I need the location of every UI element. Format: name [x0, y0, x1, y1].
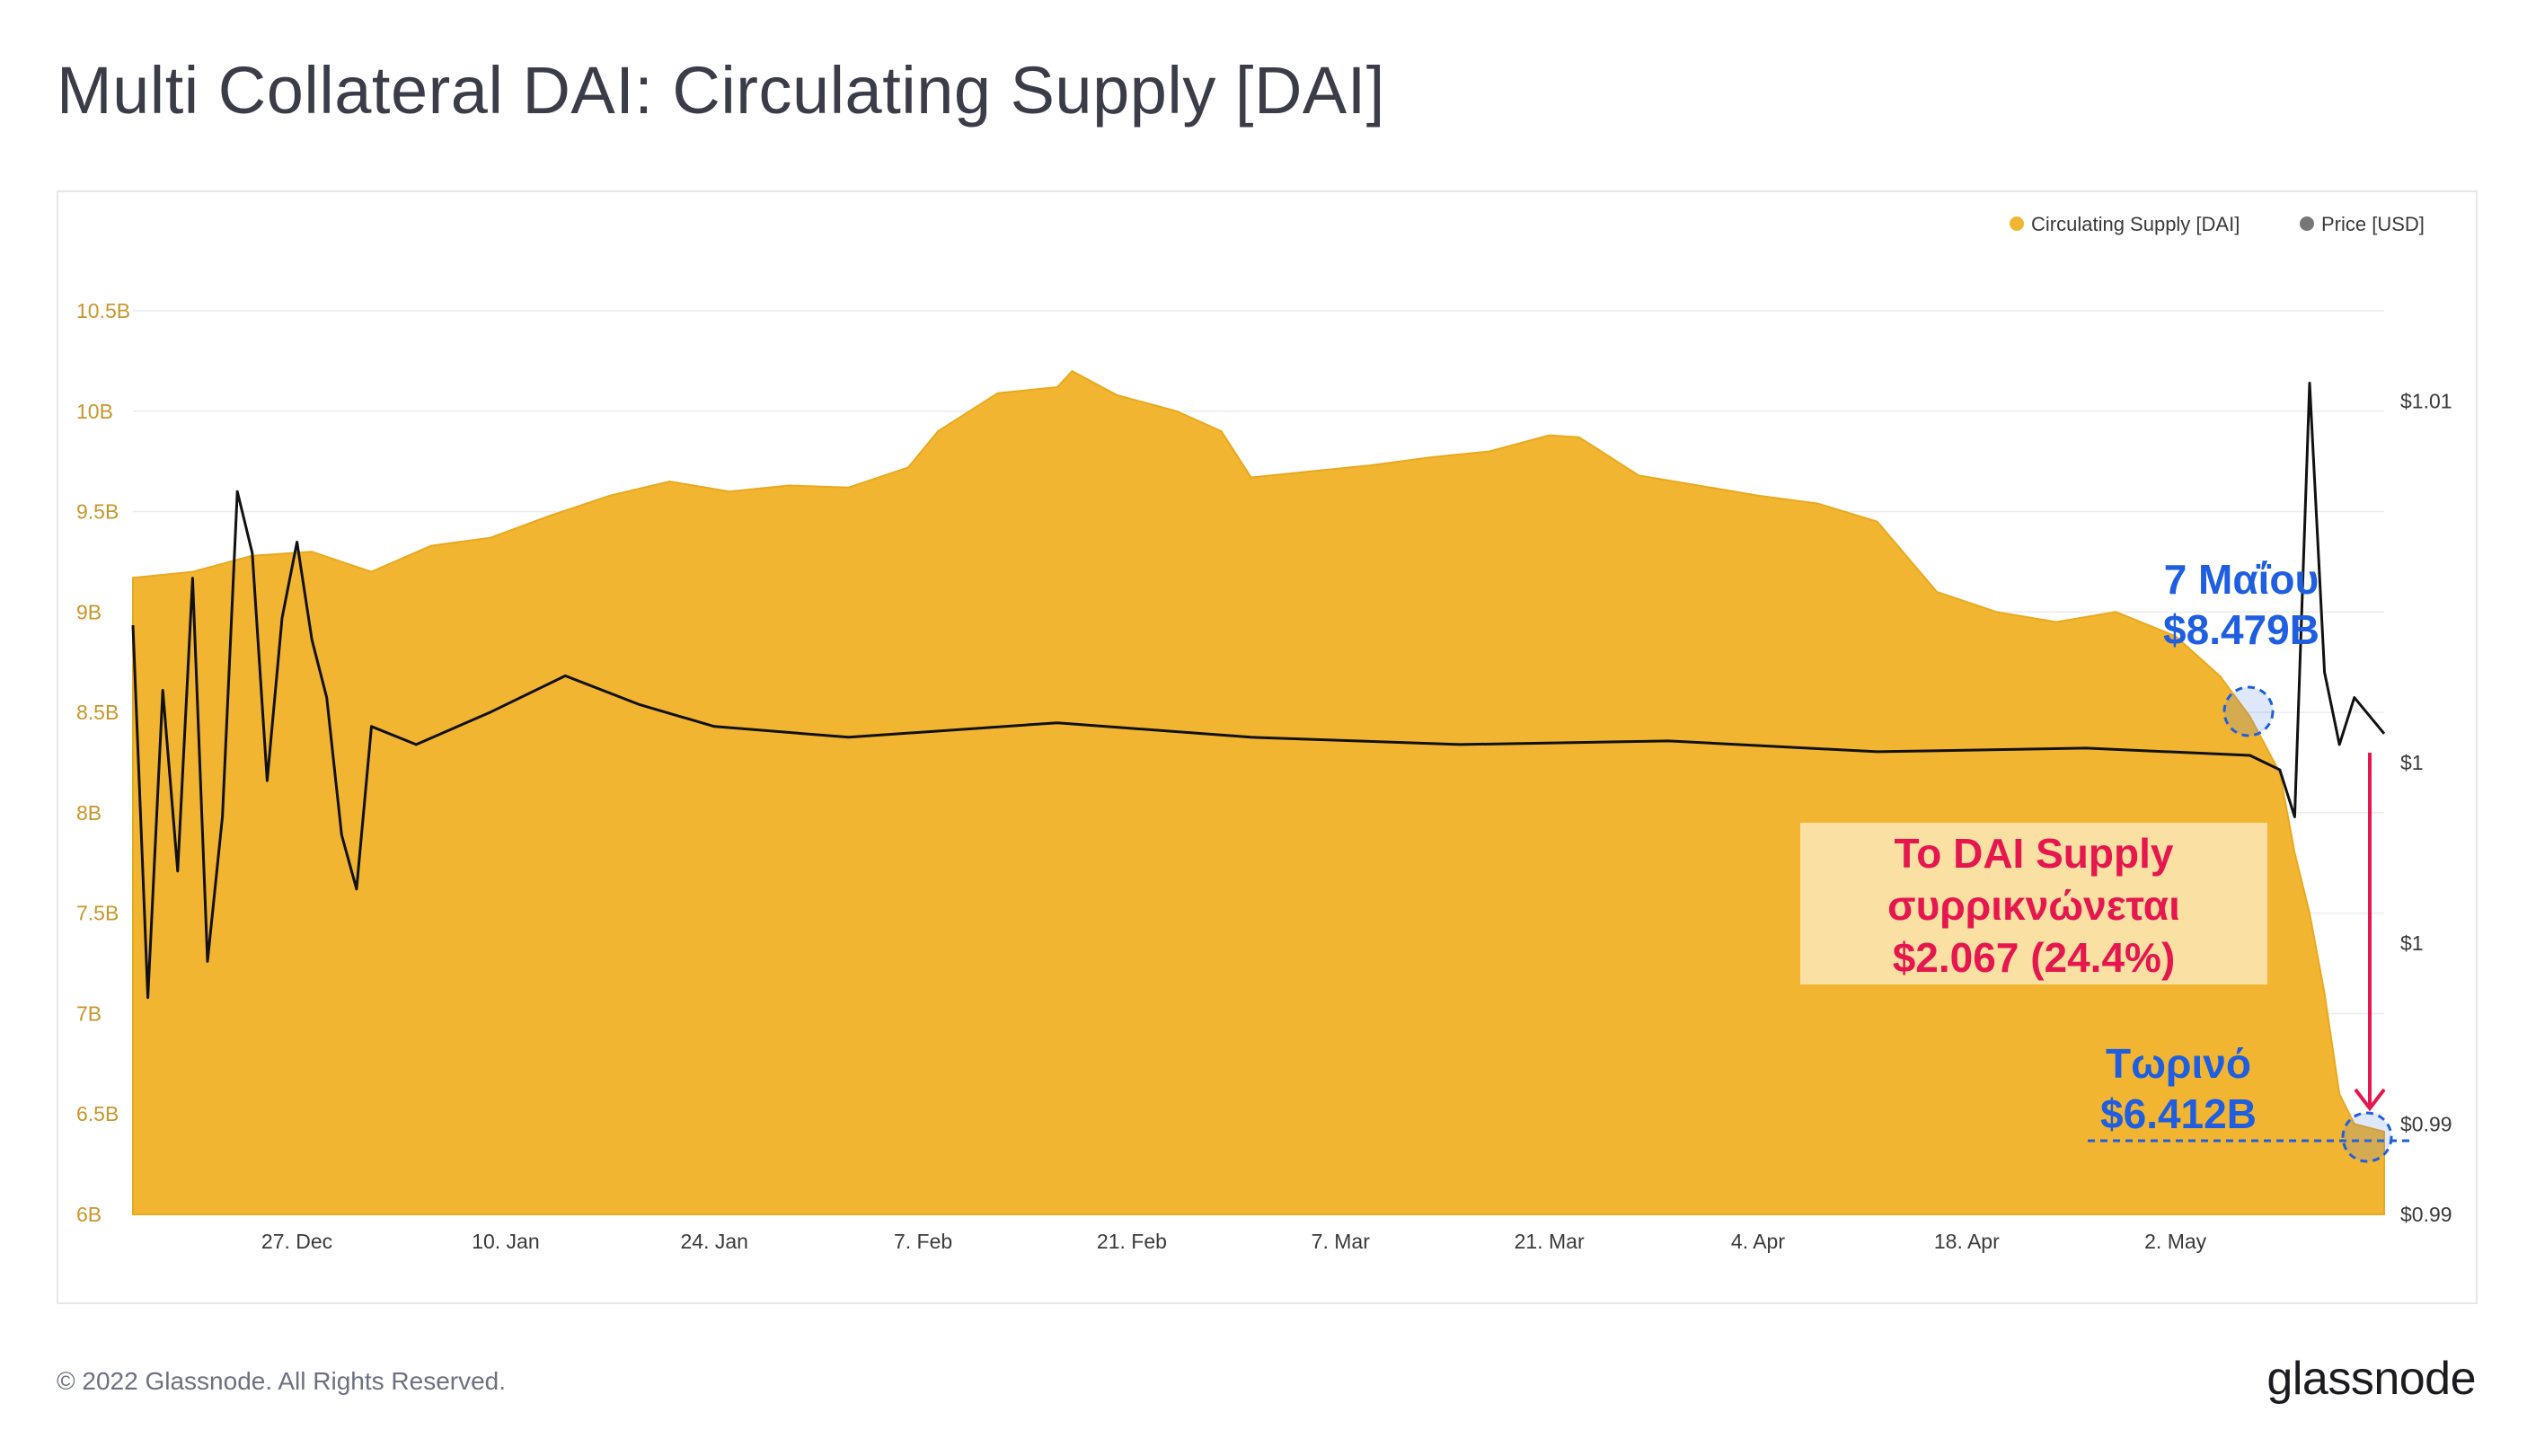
legend: Circulating Supply [DAI] Price [USD]: [2010, 213, 2425, 235]
may7-date-label: 7 Μαΐου: [2164, 556, 2319, 603]
may7-value-label: $8.479B: [2163, 606, 2319, 653]
supply-area: [132, 369, 2385, 1215]
callout-line-1: To DAI Supply: [1895, 830, 2174, 877]
x-tick-label: 27. Dec: [261, 1230, 332, 1253]
now-value-label: $6.412B: [2100, 1090, 2257, 1137]
x-tick-label: 21. Feb: [1097, 1230, 1167, 1253]
chart-frame: 10.5B 10B 9.5B 9B 8.5B 8B 7.5B 7B 6.5B 6B $1.01 $1…: [57, 190, 2478, 1304]
drop-arrow-head: [2354, 1088, 2386, 1112]
now-highlight-circle: [2341, 1111, 2393, 1163]
y-left-tick-label: 9.5B: [76, 500, 119, 524]
y-left-tick-label: 6.5B: [76, 1102, 119, 1125]
y-right-tick-label: $1.01: [2400, 390, 2452, 413]
legend-supply-label: Circulating Supply [DAI]: [2031, 213, 2240, 235]
y-right-tick-label: $1: [2400, 751, 2424, 774]
price-line-layer: [131, 382, 2386, 1000]
x-tick-label: 4. Apr: [1731, 1230, 1785, 1253]
y-left-tick-label: 8B: [76, 801, 102, 825]
page-title: Multi Collateral DAI: Circulating Supply…: [57, 53, 1385, 128]
y-axis-left: 10.5B 10B 9.5B 9B 8.5B 8B 7.5B 7B 6.5B 6B: [76, 299, 130, 1226]
x-tick-label: 10. Jan: [472, 1230, 539, 1253]
y-right-tick-label: $0.99: [2400, 1203, 2452, 1226]
may7-highlight-circle: [2222, 685, 2275, 737]
y-left-tick-label: 10.5B: [76, 299, 130, 322]
y-right-tick-label: $0.99: [2400, 1112, 2452, 1135]
y-left-tick-label: 7B: [76, 1002, 102, 1025]
glassnode-logo: glassnode: [2266, 1353, 2476, 1405]
x-tick-label: 21. Mar: [1515, 1230, 1585, 1253]
now-date-label: Τωρινό: [2106, 1040, 2251, 1087]
annotations: 7 Μαΐου $8.479B To DAI Supply συρρικνώνε…: [1800, 556, 2410, 1163]
x-tick-label: 2. May: [2144, 1230, 2207, 1253]
callout-line-2: συρρικνώνεται: [1887, 882, 2180, 929]
callout-line-3: $2.067 (24.4%): [1893, 934, 2176, 981]
x-tick-label: 7. Mar: [1312, 1230, 1371, 1253]
price-line: [131, 382, 2386, 1000]
supply-area-layer: [132, 369, 2385, 1215]
callout-box: [1800, 823, 2267, 984]
x-tick-label: 18. Apr: [1934, 1230, 2000, 1253]
y-left-tick-label: 7.5B: [76, 902, 119, 925]
y-right-tick-label: $1: [2400, 931, 2424, 955]
y-left-tick-label: 10B: [76, 400, 113, 423]
x-axis: 27. Dec 10. Jan 24. Jan 7. Feb 21. Feb 7. Mar…: [261, 1230, 2207, 1253]
y-left-tick-label: 8.5B: [76, 701, 119, 724]
y-left-tick-label: 6B: [76, 1203, 102, 1226]
legend-price-label: Price [USD]: [2321, 213, 2425, 235]
x-tick-label: 7. Feb: [894, 1230, 952, 1253]
legend-price-marker: [2300, 216, 2314, 231]
legend-supply-marker: [2010, 216, 2024, 231]
footer-copyright: © 2022 Glassnode. All Rights Reserved.: [57, 1367, 507, 1395]
y-left-tick-label: 9B: [76, 600, 102, 623]
y-axis-right: $1.01 $1 $1 $0.99 $0.99: [2400, 390, 2452, 1226]
x-tick-label: 24. Jan: [681, 1230, 748, 1253]
